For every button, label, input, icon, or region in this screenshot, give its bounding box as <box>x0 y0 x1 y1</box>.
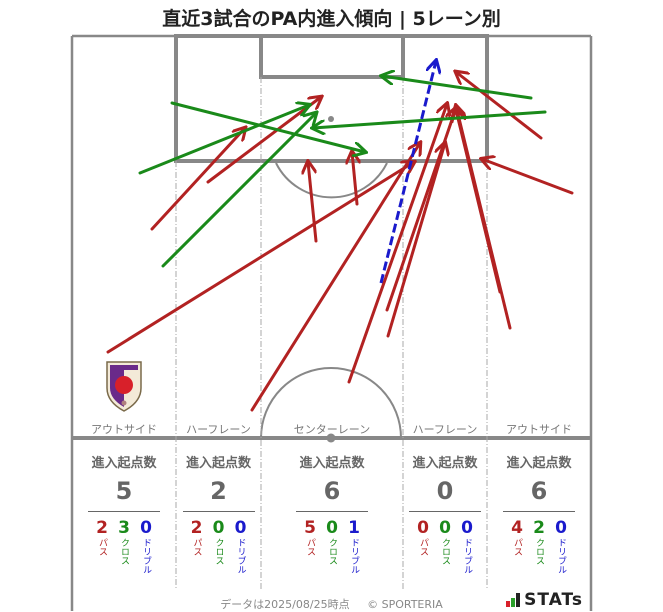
cross-count: 0 <box>439 518 451 538</box>
lane-stats-halfspace-right: 進入起点数 0 0 パス 0 クロス 0 ドリブル <box>403 452 487 574</box>
cross-count: 0 <box>326 518 338 538</box>
copyright: © SPORTERIA <box>367 598 443 611</box>
pass-arrow <box>150 128 245 231</box>
divider <box>182 511 255 512</box>
pass-arrow <box>385 108 456 312</box>
pass-count: 0 <box>417 518 429 538</box>
dribble-label: ドリブル <box>141 538 151 574</box>
footer: データは2025/08/25時点 © SPORTERIA <box>0 596 663 612</box>
pass-count: 5 <box>304 518 316 538</box>
pass-arrow <box>482 159 574 195</box>
pass-arrow <box>308 162 318 243</box>
stat-header: 進入起点数 <box>506 456 572 471</box>
dribble-label: ドリブル <box>349 538 359 574</box>
chart-title: 直近3試合のPA内進入傾向 | 5レーン別 <box>162 8 501 30</box>
lane-stats-outside-left: 進入起点数 5 2 パス 3 クロス 0 ドリブル <box>72 452 176 574</box>
pass-count: 2 <box>96 518 108 538</box>
cross-arrow <box>138 105 309 175</box>
cross-arrow <box>161 113 316 268</box>
pass-label: パス <box>418 538 428 556</box>
entry-total: 5 <box>115 477 133 505</box>
stats-logo: STATs <box>506 590 583 610</box>
cross-label: クロス <box>440 538 450 565</box>
data-date-note: データは2025/08/25時点 <box>220 598 350 611</box>
pass-arrow <box>456 110 502 294</box>
cross-label: クロス <box>534 538 544 565</box>
pass-label: パス <box>305 538 315 556</box>
lane-stats-center: 進入起点数 6 5 パス 0 クロス 1 ドリブル <box>261 452 403 574</box>
divider <box>409 511 481 512</box>
lane-label-outside-right: アウトサイド <box>506 423 572 436</box>
dribble-arrow <box>379 61 436 284</box>
dribble-count: 0 <box>461 518 473 538</box>
pass-arrow <box>106 162 414 354</box>
cross-arrow <box>170 101 365 152</box>
cross-label: クロス <box>119 538 129 565</box>
cross-arrows <box>138 76 547 268</box>
entry-total: 6 <box>323 477 341 505</box>
lane-stats-outside-right: 進入起点数 6 4 パス 2 クロス 0 ドリブル <box>487 452 591 574</box>
divider <box>503 511 575 512</box>
pass-arrow <box>250 143 420 412</box>
stat-header: 進入起点数 <box>185 456 251 471</box>
entry-total: 2 <box>210 477 227 505</box>
cross-label: クロス <box>213 538 224 565</box>
lane-label-halfspace-right: ハーフレーン <box>412 423 478 436</box>
cross-arrow <box>382 76 533 100</box>
pass-arrow <box>456 72 543 140</box>
team-crest-icon <box>106 361 142 412</box>
stat-header: 進入起点数 <box>412 456 478 471</box>
dribble-label: ドリブル <box>556 538 566 574</box>
entry-total: 6 <box>530 477 548 505</box>
dribble-arrows <box>379 61 436 284</box>
dribble-count: 0 <box>140 518 152 538</box>
dribble-count: 1 <box>348 518 360 538</box>
pass-arrow <box>347 104 447 384</box>
dribble-count: 0 <box>555 518 567 538</box>
pass-arrows <box>106 72 574 412</box>
cross-count: 0 <box>212 518 225 538</box>
lane-stats-halfspace-left: 進入起点数 2 2 パス 0 クロス 0 ドリブル <box>176 452 261 574</box>
entry-total: 0 <box>436 477 454 505</box>
divider <box>296 511 368 512</box>
dribble-label: ドリブル <box>462 538 472 574</box>
stats-logo-text: STATs <box>524 590 583 610</box>
cross-arrow <box>313 110 547 128</box>
pass-arrow <box>352 152 357 206</box>
stat-header: 進入起点数 <box>91 456 157 471</box>
cross-count: 3 <box>118 518 130 538</box>
pass-arrow <box>386 143 445 338</box>
pass-label: パス <box>512 538 522 556</box>
pass-count: 2 <box>190 518 203 538</box>
stat-header: 進入起点数 <box>299 456 365 471</box>
pitch-lines <box>70 34 593 611</box>
lane-label-outside-left: アウトサイド <box>91 423 157 436</box>
pass-count: 4 <box>511 518 523 538</box>
pass-label: パス <box>191 538 202 556</box>
dribble-label: ドリブル <box>235 538 246 574</box>
lane-label-center: センターレーン <box>293 423 371 436</box>
cross-count: 2 <box>533 518 545 538</box>
pass-label: パス <box>97 538 107 556</box>
dribble-count: 0 <box>234 518 247 538</box>
stats-logo-bars-icon <box>506 593 521 607</box>
divider <box>88 511 160 512</box>
lane-label-halfspace-left: ハーフレーン <box>186 423 251 436</box>
cross-label: クロス <box>327 538 337 565</box>
